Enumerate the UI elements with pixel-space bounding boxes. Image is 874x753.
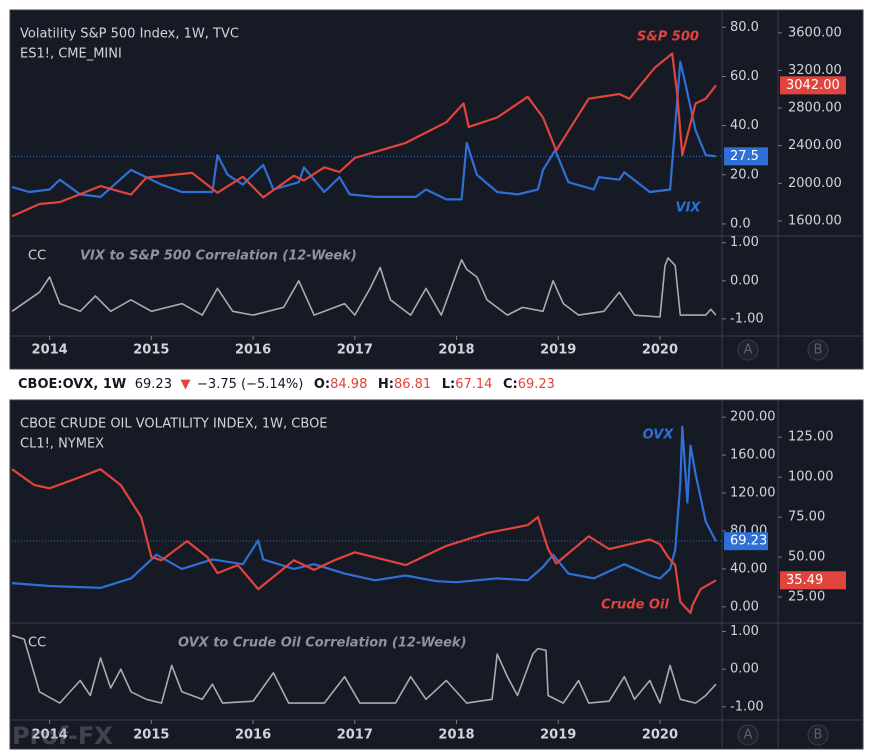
indicator-label: CC [28, 249, 46, 264]
x-tick-label: 2015 [133, 343, 169, 358]
y-tick-label: 20.0 [730, 167, 759, 182]
info-close-label: C: [503, 377, 518, 392]
price-tag-label: 35.49 [786, 573, 823, 588]
x-tick-label: 2017 [337, 728, 373, 743]
x-tick-label: 2016 [235, 728, 271, 743]
scale-button-label: A [744, 728, 753, 743]
scale-button-label: B [814, 728, 823, 743]
info-open-label: O: [314, 377, 330, 392]
y-tick-label: 80.0 [730, 20, 759, 35]
x-tick-label: 2020 [642, 728, 678, 743]
y2-tick-label: 75.00 [788, 510, 825, 525]
y2-tick-label: 25.00 [788, 590, 825, 605]
indicator-tick-label: -1.00 [730, 311, 764, 326]
chart-title: CBOE CRUDE OIL VOLATILITY INDEX, 1W, CBO… [20, 417, 328, 432]
y-tick-label: 0.00 [730, 599, 759, 614]
series-name: VIX [676, 201, 702, 216]
x-tick-label: 2018 [438, 728, 474, 743]
chart-title: Volatility S&P 500 Index, 1W, TVC [20, 27, 239, 42]
scale-button[interactable] [807, 724, 829, 746]
series-line [11, 468, 717, 615]
price-tag [724, 532, 768, 551]
x-tick-label: 2019 [540, 343, 576, 358]
info-close: 69.23 [518, 377, 555, 392]
scale-button-label: A [744, 343, 753, 358]
info-last: 69.23 [135, 377, 172, 392]
indicator-title: VIX to S&P 500 Correlation (12-Week) [80, 249, 357, 264]
indicator-tick-label: 1.00 [730, 235, 759, 250]
x-tick-label: 2020 [642, 343, 678, 358]
watermark: Prof-FX [12, 722, 113, 750]
panel-background [9, 9, 864, 370]
y-tick-label: 40.0 [730, 118, 759, 133]
y2-tick-label: 3600.00 [788, 25, 842, 40]
indicator-title: OVX to Crude Oil Correlation (12-Week) [178, 636, 467, 651]
indicator-tick-label: 0.00 [730, 662, 759, 677]
chart-panel: 0.0040.0080.00120.00160.00200.0025.0050.… [10, 400, 862, 748]
chart-subtitle: ES1!, CME_MINI [20, 47, 122, 62]
x-tick-label: 2019 [540, 728, 576, 743]
info-arrow: ▼ [181, 377, 191, 392]
y2-tick-label: 2000.00 [788, 176, 842, 191]
info-strip [10, 371, 863, 396]
scale-button[interactable] [807, 339, 829, 361]
price-tag [780, 571, 846, 590]
y-tick-label: 120.00 [730, 486, 776, 501]
x-tick-label: 2017 [337, 343, 373, 358]
x-tick-label: 2014 [32, 728, 68, 743]
y-tick-label: 60.0 [730, 69, 759, 84]
price-tag [780, 76, 846, 95]
panel-background [9, 399, 864, 750]
series-name: OVX [643, 428, 675, 443]
x-tick-label: 2018 [438, 343, 474, 358]
chart-panel: 0.0 20.0 40.0 60.0 80.0 1600.00 2000.00 2400.00… [10, 10, 862, 368]
y-tick-label: 200.00 [730, 410, 776, 425]
series-line [11, 60, 717, 201]
chart-subtitle: CL1!, NYMEX [20, 437, 104, 452]
y2-tick-label: 125.00 [788, 430, 834, 445]
y2-tick-label: 100.00 [788, 470, 834, 485]
x-tick-label: 2015 [133, 728, 169, 743]
y-tick-label: 0.0 [730, 216, 751, 231]
price-tag [724, 147, 768, 166]
charts: 0.0 20.0 40.0 60.0 80.0 1600.00 2000.00 2400.00… [10, 10, 862, 748]
info-low: 67.14 [455, 377, 492, 392]
y2-tick-label: 1600.00 [788, 213, 842, 228]
info-change: −3.75 (−5.14%) [197, 377, 303, 392]
info-high-label: H: [378, 377, 394, 392]
indicator-line [11, 257, 717, 318]
x-tick-label: 2016 [235, 343, 271, 358]
info-high: 86.81 [394, 377, 431, 392]
info-line: CBOE:OVX, 1W 69.23 ▼ −3.75 (−5.14%) O:84… [18, 377, 555, 392]
y-tick-label: 160.00 [730, 448, 776, 463]
y-tick-label: 40.00 [730, 561, 767, 576]
indicator-label: CC [28, 636, 46, 651]
scale-button[interactable] [737, 724, 759, 746]
price-tag-label: 3042.00 [786, 78, 840, 93]
price-tag-label: 69.23 [730, 534, 767, 549]
x-tick-label: 2014 [32, 343, 68, 358]
info-open: 84.98 [330, 377, 367, 392]
y2-tick-label: 2800.00 [788, 101, 842, 116]
y2-tick-label: 3200.00 [788, 63, 842, 78]
price-tag-label: 27.5 [730, 149, 759, 164]
series-name: S&P 500 [637, 30, 699, 45]
indicator-tick-label: 0.00 [730, 273, 759, 288]
series-line [11, 52, 717, 218]
indicator-tick-label: 1.00 [730, 624, 759, 639]
y2-tick-label: 50.00 [788, 550, 825, 565]
scale-button[interactable] [737, 339, 759, 361]
indicator-tick-label: -1.00 [730, 699, 764, 714]
y2-tick-label: 2400.00 [788, 138, 842, 153]
info-low-label: L: [442, 377, 455, 392]
info-symbol: CBOE:OVX, 1W [18, 377, 126, 392]
series-line [11, 425, 717, 589]
series-name: Crude Oil [601, 598, 669, 613]
scale-button-label: B [814, 343, 823, 358]
indicator-line [11, 634, 717, 704]
